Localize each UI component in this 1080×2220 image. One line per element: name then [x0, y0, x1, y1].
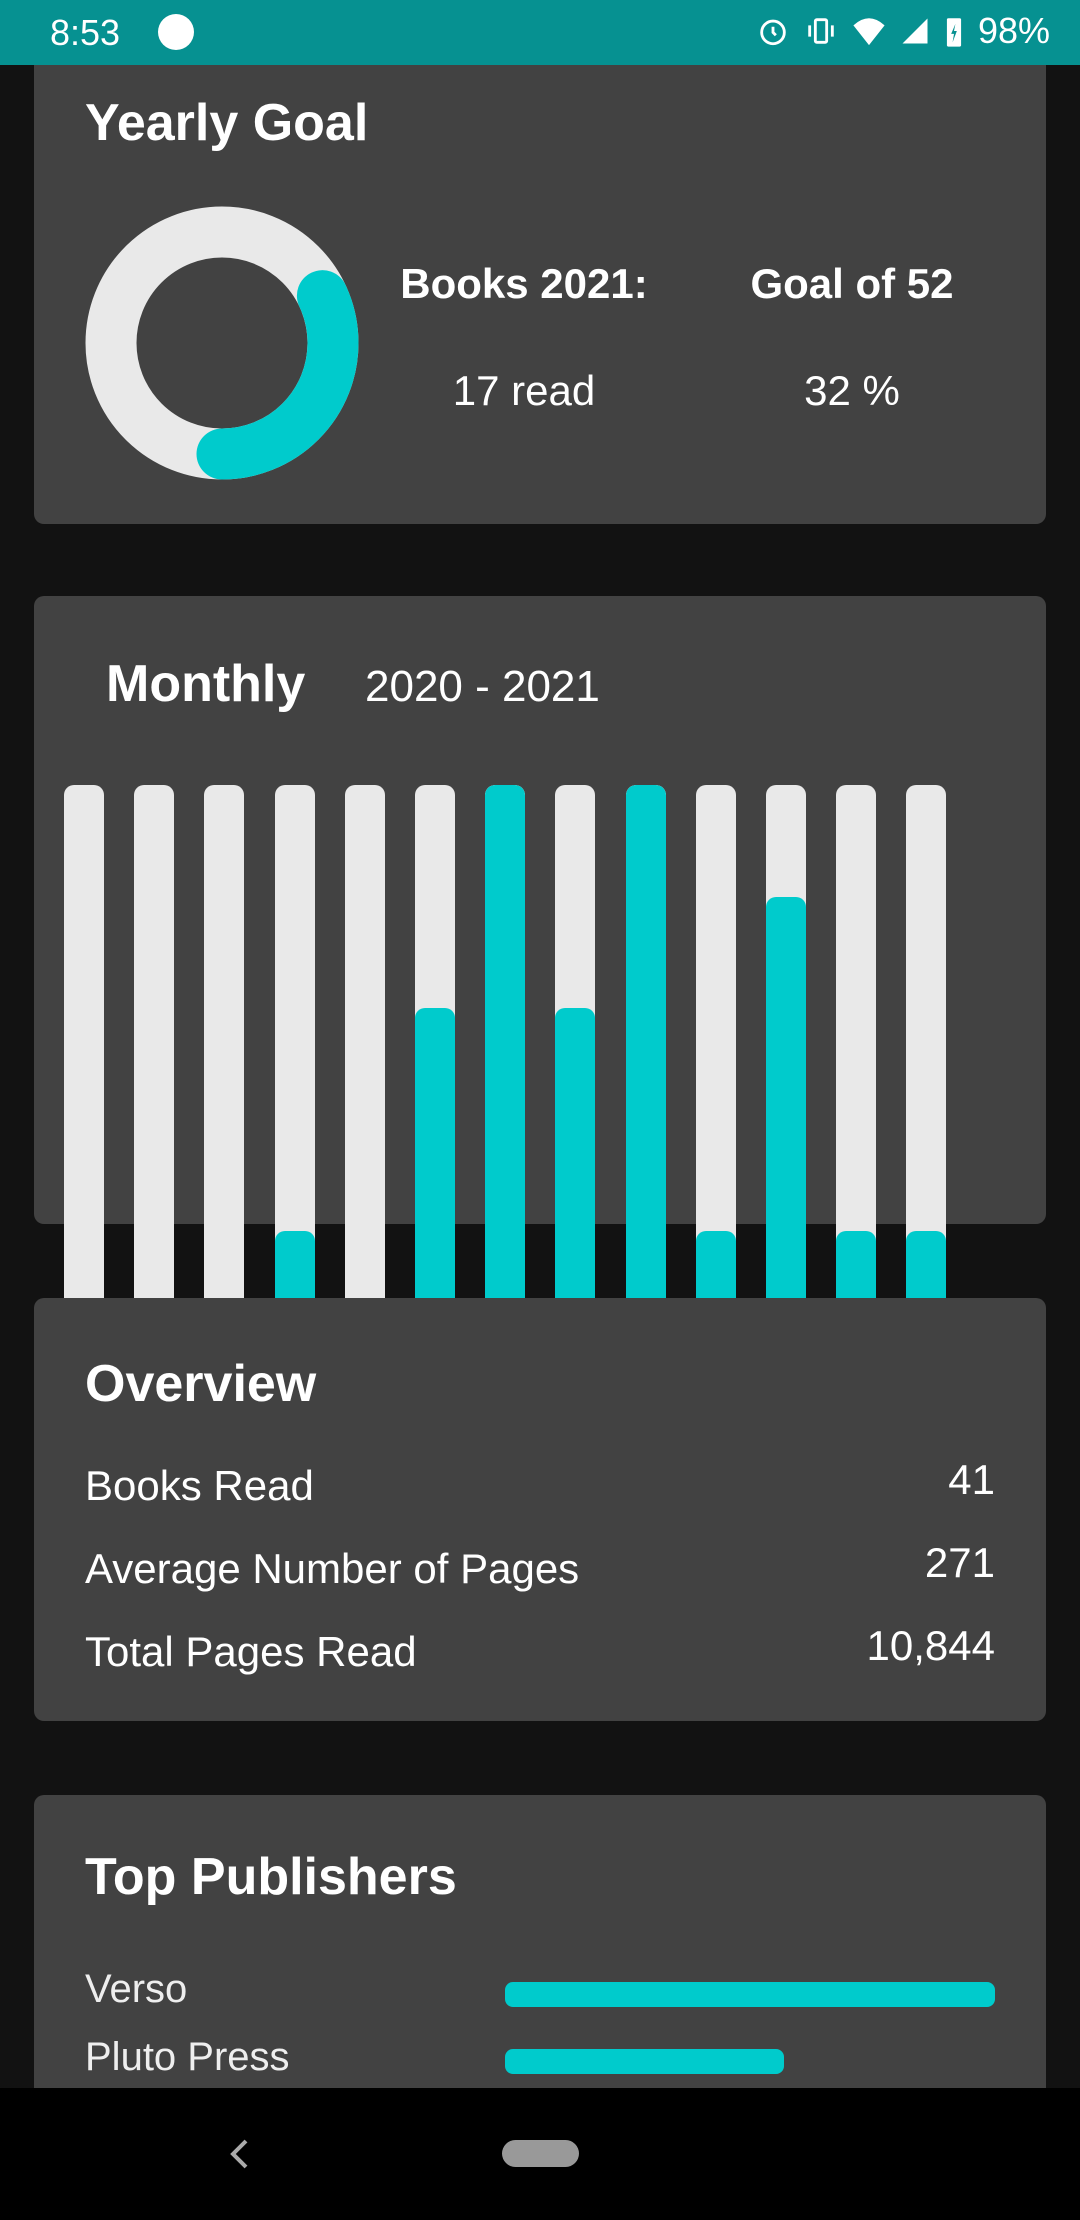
- signal-icon: [902, 18, 928, 44]
- books-label: Books 2021:: [400, 260, 648, 307]
- monthly-title: Monthly: [106, 655, 306, 713]
- overview-title: Overview: [85, 1355, 317, 1413]
- books-read-value: 41: [948, 1456, 995, 1503]
- publisher-bar: [505, 1982, 995, 2007]
- monthly-range: 2020 - 2021: [365, 662, 600, 711]
- navigation-bar: [0, 2088, 1080, 2220]
- status-time: 8:53: [50, 12, 121, 53]
- donut-progress: [85, 206, 359, 480]
- goal-label: Goal of 52: [750, 260, 954, 307]
- alarm-icon: [760, 19, 786, 46]
- publisher-name: Pluto Press: [85, 2035, 290, 2079]
- battery-percent: 98%: [977, 10, 1050, 51]
- battery-charging-icon: [946, 18, 962, 47]
- goal-donut: [85, 206, 359, 480]
- overview-card: Overview Books Read 41 Average Number of…: [34, 1298, 1046, 1721]
- total-pages-label: Total Pages Read: [85, 1628, 417, 1675]
- monthly-card: Monthly 2020 - 2021 MayJunJulAugSeptOctN…: [34, 596, 1046, 1528]
- vibrate-icon: [808, 18, 834, 44]
- avg-pages-value: 271: [924, 1539, 995, 1586]
- yearly-goal-title: Yearly Goal: [85, 94, 369, 152]
- books-value: 17 read: [452, 367, 596, 414]
- publisher-bar: [505, 2049, 785, 2074]
- home-button[interactable]: [502, 2140, 579, 2167]
- yearly-goal-card: Yearly Goal Books 2021: 17 read Goal of …: [34, 65, 1046, 524]
- total-pages-value: 10,844: [866, 1622, 995, 1669]
- back-icon[interactable]: [226, 2138, 252, 2170]
- avg-pages-label: Average Number of Pages: [85, 1545, 580, 1592]
- top-publishers-card: Top Publishers Verso Pluto Press: [34, 1795, 1046, 2115]
- app-notification-icon: [158, 14, 194, 50]
- top-publishers-title: Top Publishers: [85, 1848, 457, 1906]
- publisher-name: Verso: [85, 1967, 188, 2011]
- wifi-icon: [853, 18, 885, 46]
- goal-percent: 32 %: [804, 367, 900, 414]
- books-read-label: Books Read: [85, 1462, 314, 1509]
- status-bar: 8:53 98%: [0, 0, 1080, 65]
